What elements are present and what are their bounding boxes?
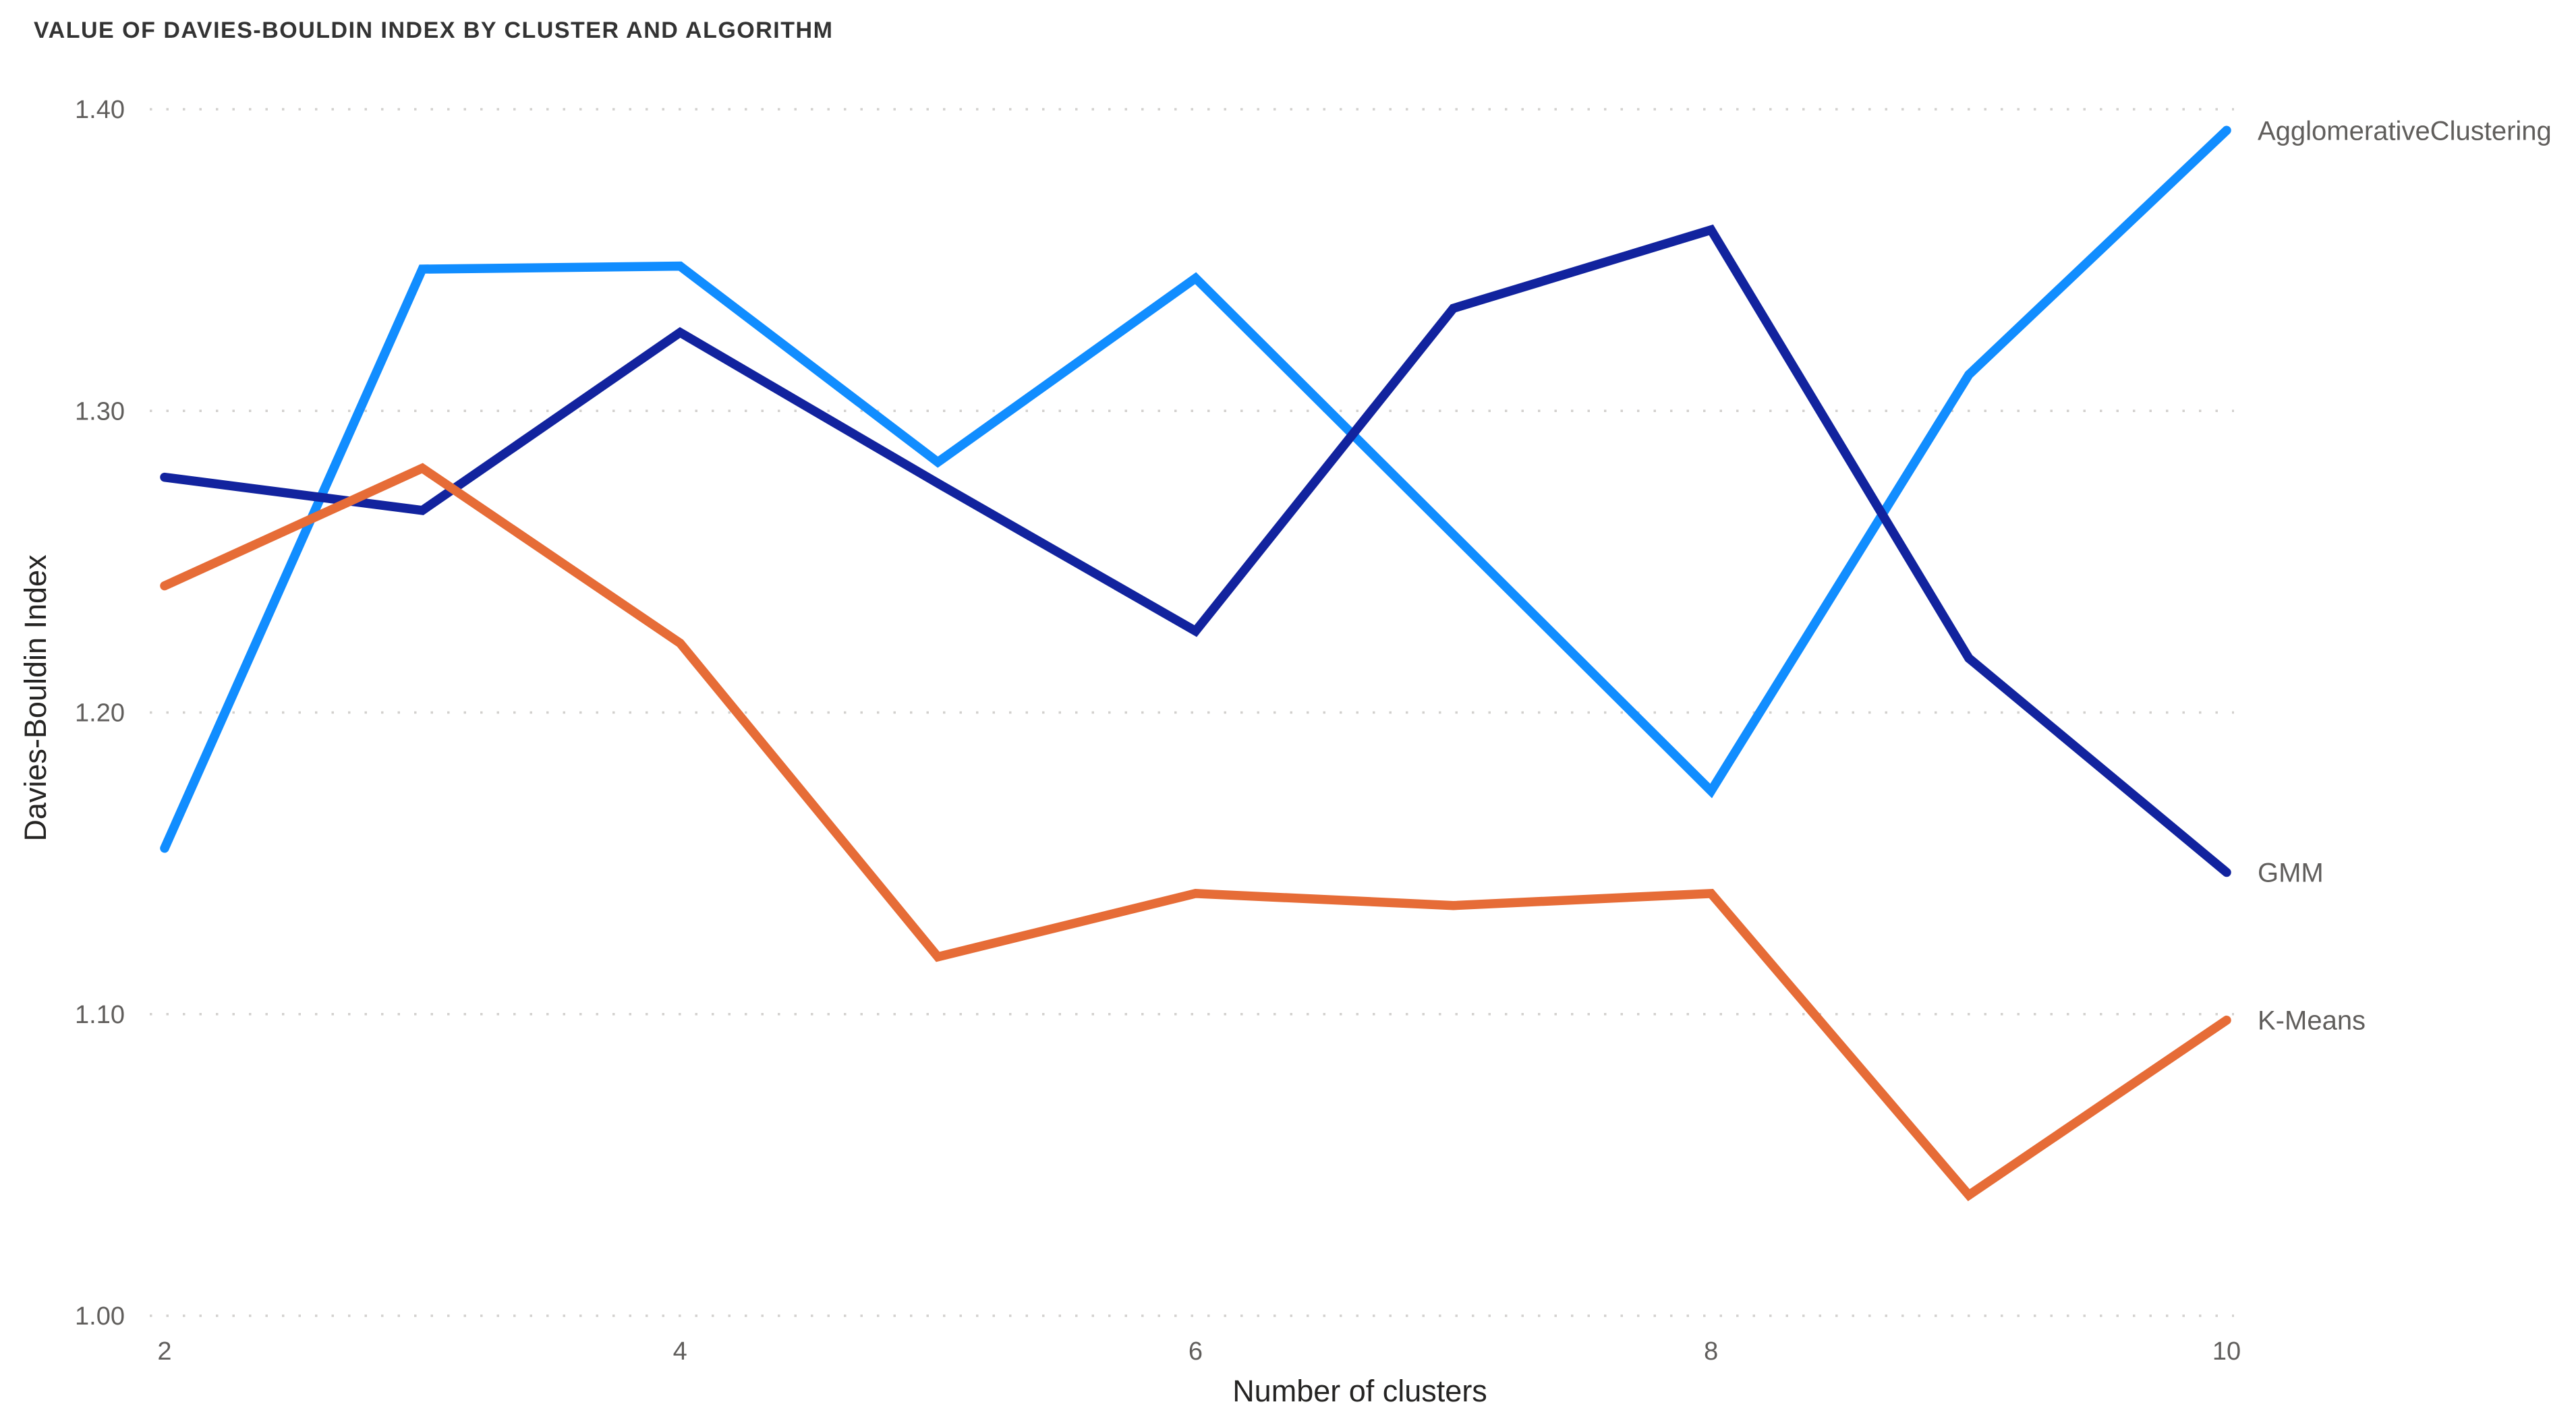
y-axis-tick-labels: 1.00 1.10 1.20 1.30 1.40 [75,96,125,1331]
x-axis-title: Number of clusters [1232,1374,1487,1408]
series-line-gmm[interactable] [160,224,2231,877]
gridlines [150,108,2234,1317]
x-tick-6: 6 [1189,1337,1203,1366]
x-tick-10: 10 [2212,1337,2241,1366]
series-label-agglomerativeclustering: AgglomerativeClustering [2258,116,2552,146]
x-tick-8: 8 [1704,1337,1718,1366]
x-tick-2: 2 [157,1337,171,1366]
series-end-labels: AgglomerativeClustering GMM K-Means [2258,116,2552,1035]
series-label-k-means: K-Means [2258,1006,2366,1036]
x-tick-4: 4 [673,1337,687,1366]
series-line-agglomerativeclustering[interactable] [160,125,2231,853]
y-tick-1.30: 1.30 [75,397,125,426]
y-axis-title: Davies-Bouldin Index [18,554,53,842]
chart-title: VALUE OF DAVIES-BOULDIN INDEX BY CLUSTER… [34,18,834,43]
series-label-gmm: GMM [2258,859,2324,888]
series-line-k-means[interactable] [160,463,2231,1202]
y-tick-1.20: 1.20 [75,699,125,728]
y-tick-1.00: 1.00 [75,1302,125,1331]
y-tick-1.40: 1.40 [75,96,125,124]
series-lines [160,125,2231,1202]
y-tick-1.10: 1.10 [75,1001,125,1029]
x-axis-tick-labels: 2 4 6 8 10 [157,1337,2241,1366]
